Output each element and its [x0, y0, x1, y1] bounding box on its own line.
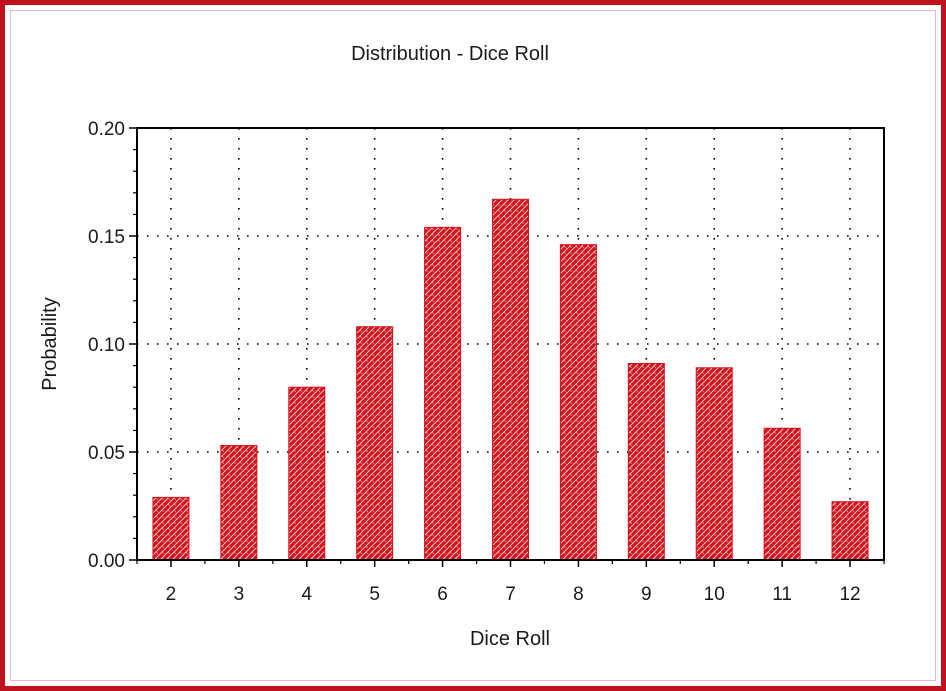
- x-tick-label: 10: [704, 584, 725, 605]
- y-tick-label: 0.05: [88, 443, 125, 464]
- y-tick-label: 0.20: [88, 119, 125, 140]
- bar-12: [831, 501, 869, 561]
- bar-6: [424, 226, 462, 561]
- x-tick-label: 5: [369, 584, 380, 605]
- x-tick-label: 3: [234, 584, 245, 605]
- y-tick-label: 0.15: [88, 227, 125, 248]
- y-axis-label: Probability: [39, 297, 61, 390]
- x-tick-label: 4: [301, 584, 312, 605]
- bar-9: [627, 362, 665, 561]
- chart-title: Distribution - Dice Roll: [351, 43, 549, 65]
- bar-2: [152, 496, 190, 561]
- bar-7: [492, 198, 529, 561]
- x-axis-label: Dice Roll: [470, 628, 550, 650]
- bar-10: [695, 367, 733, 561]
- bar-8: [559, 244, 597, 561]
- x-axis: 2 3 4 5 6 7 8 9 10 11 12: [136, 560, 885, 605]
- x-tick-label: 11: [772, 584, 792, 605]
- bar-3: [220, 445, 258, 561]
- y-axis: 0.00 0.05 0.10 0.15 0.20: [88, 119, 137, 572]
- x-tick-label: 9: [641, 584, 652, 605]
- bar-11: [763, 427, 801, 561]
- y-tick-label: 0.10: [88, 335, 125, 356]
- x-tick-label: 6: [437, 584, 448, 605]
- bar-4: [288, 386, 326, 561]
- bar-5: [356, 326, 394, 561]
- x-tick-label: 12: [839, 584, 860, 605]
- y-tick-label: 0.00: [88, 551, 125, 572]
- x-tick-label: 2: [166, 584, 177, 605]
- chart-inner-border: [10, 10, 936, 681]
- x-tick-label: 8: [573, 584, 584, 605]
- x-tick-label: 7: [505, 584, 516, 605]
- bars: [152, 198, 869, 561]
